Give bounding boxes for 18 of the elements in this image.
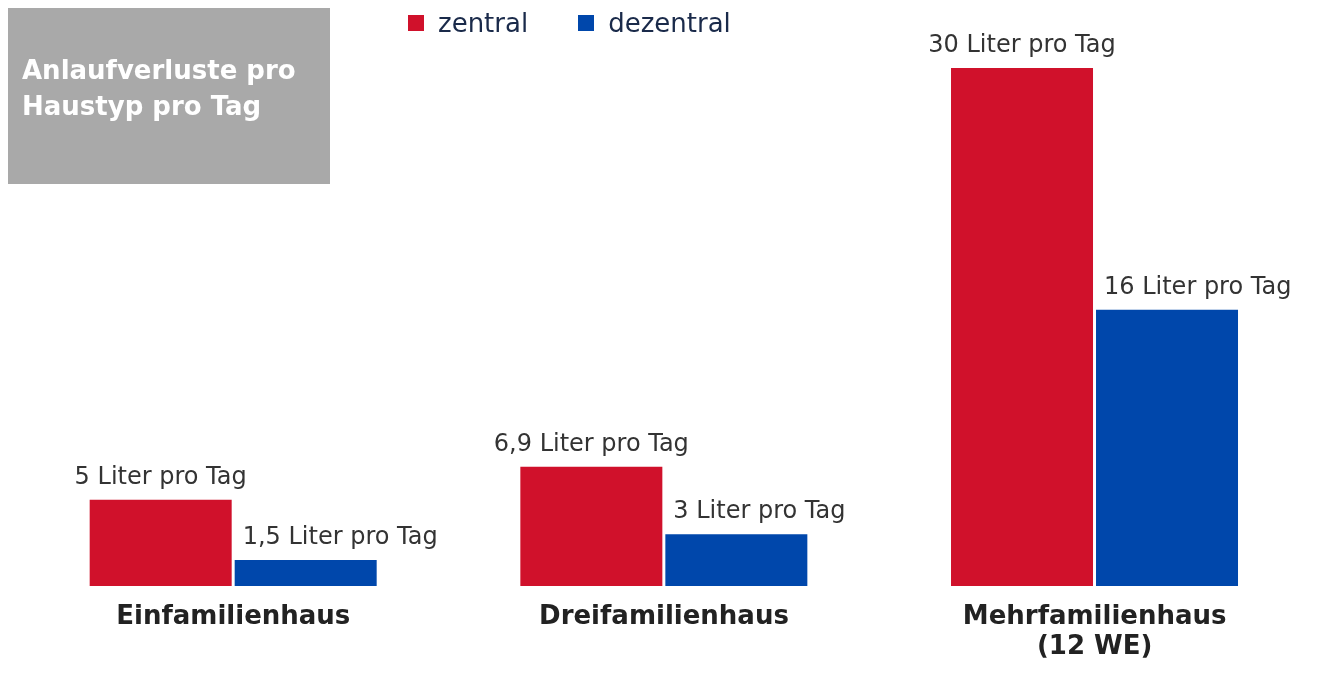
bar — [234, 560, 377, 586]
x-tick-label: Mehrfamilienhaus (12 WE) — [962, 600, 1227, 660]
data-label: 16 Liter pro Tag — [1104, 271, 1292, 300]
bar — [520, 466, 663, 586]
bar — [1096, 309, 1239, 586]
data-label: 3 Liter pro Tag — [673, 496, 846, 525]
chart-title: Anlaufverluste pro Haustyp pro Tag — [22, 54, 297, 123]
x-tick-label: Einfamilienhaus — [116, 600, 351, 630]
data-label: 5 Liter pro Tag — [74, 461, 247, 490]
data-label: 6,9 Liter pro Tag — [493, 428, 689, 457]
data-label: 30 Liter pro Tag — [928, 30, 1116, 58]
bar — [89, 499, 232, 586]
data-label: 1,5 Liter pro Tag — [242, 522, 438, 551]
bar — [951, 68, 1094, 586]
x-tick-label: Dreifamilienhaus — [539, 600, 789, 630]
legend-label: dezentral — [608, 8, 731, 38]
legend-label: zentral — [438, 8, 529, 38]
bar — [665, 534, 808, 586]
